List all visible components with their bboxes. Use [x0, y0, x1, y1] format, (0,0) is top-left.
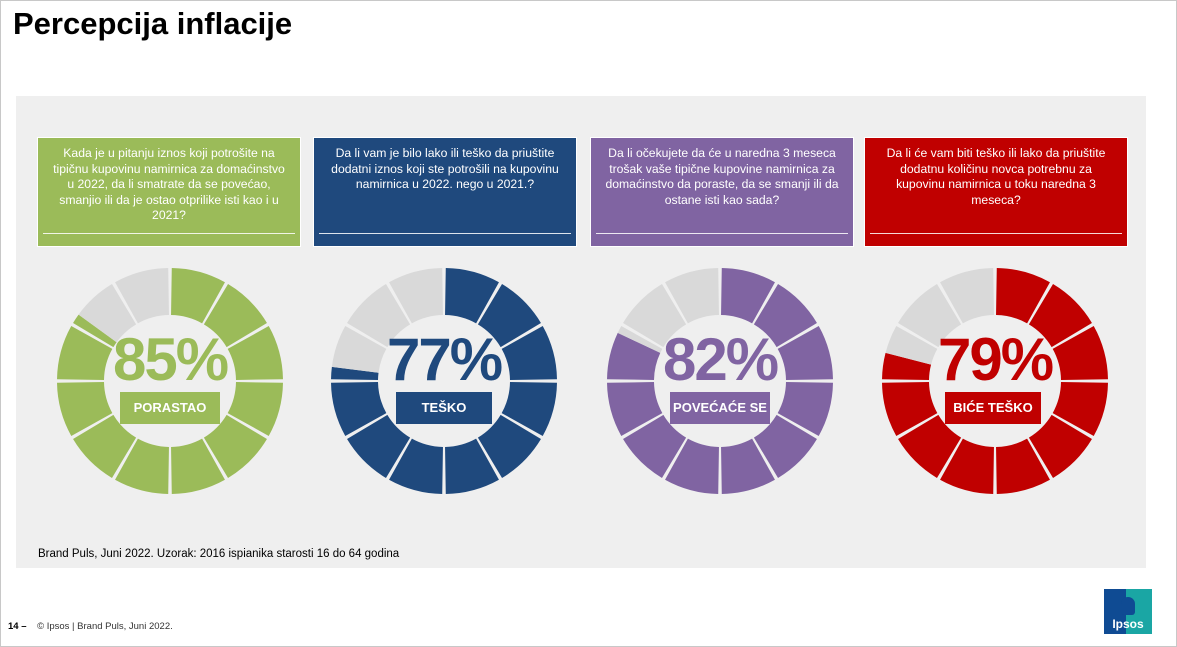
- donut-segment-value: [940, 438, 994, 494]
- question-text-1: Kada je u pitanju iznos koji potrošite n…: [53, 146, 285, 222]
- donut-segment-remainder: [347, 284, 411, 348]
- donut-segment-value: [227, 326, 283, 380]
- donut-segment-value: [777, 382, 833, 436]
- donut-chart-4: [882, 268, 1108, 494]
- divider: [870, 233, 1122, 234]
- divider: [596, 233, 848, 234]
- question-text-3: Da li očekujete da će u naredna 3 meseca…: [605, 146, 839, 207]
- page-number: 14 –: [8, 621, 27, 632]
- donut-segment-remainder: [940, 268, 994, 324]
- donut-segment-value: [203, 414, 267, 478]
- donut-segment-value: [57, 326, 113, 380]
- donut-segment-value: [171, 438, 225, 494]
- donut-segment-value: [389, 438, 443, 494]
- donut-segment-value: [331, 382, 387, 436]
- donut-segment-value: [501, 326, 557, 380]
- donut-segment-value: [1052, 382, 1108, 436]
- donut-segment-value: [171, 268, 225, 324]
- question-text-4: Da li će vam biti teško ili lako da priu…: [886, 146, 1106, 207]
- question-box-3: Da li očekujete da će u naredna 3 meseca…: [590, 137, 854, 247]
- source-note: Brand Puls, Juni 2022. Uzorak: 2016 ispi…: [38, 548, 400, 560]
- donut-chart-2: [331, 268, 557, 494]
- question-box-2: Da li vam je bilo lako ili teško da priu…: [313, 137, 577, 247]
- donut-chart-3: [607, 268, 833, 494]
- page-title: Percepcija inflacije: [13, 6, 293, 41]
- copyright-text: © Ipsos | Brand Puls, Juni 2022.: [37, 621, 173, 632]
- result-label-1: PORASTAO: [120, 392, 220, 424]
- percent-value-1: 85%: [112, 326, 229, 393]
- donut-segment-remainder: [331, 326, 387, 373]
- donut-segment-value: [347, 414, 411, 478]
- donut-segment-value: [445, 268, 499, 324]
- donut-segment-remainder: [115, 268, 169, 324]
- result-label-3: POVEĆAĆE SE: [670, 392, 770, 424]
- donut-chart-1: [57, 268, 283, 494]
- footer: 14 – © Ipsos | Brand Puls, Juni 2022.: [8, 621, 173, 632]
- donut-segment-value: [623, 414, 687, 478]
- percent-value-4: 79%: [937, 326, 1054, 393]
- donut-segment-value: [898, 414, 962, 478]
- donut-segment-value: [777, 326, 833, 380]
- donut-segment-value: [501, 382, 557, 436]
- donut-segment-value: [996, 268, 1050, 324]
- question-box-1: Kada je u pitanju iznos koji potrošite n…: [37, 137, 301, 247]
- donut-segment-remainder: [665, 268, 719, 324]
- donut-segment-value: [57, 382, 113, 436]
- donut-segment-value: [73, 414, 137, 478]
- divider: [43, 233, 295, 234]
- donut-segment-value: [477, 414, 541, 478]
- donut-segment-value: [882, 382, 938, 436]
- donut-segment-value: [753, 414, 817, 478]
- donut-segment-value: [1052, 326, 1108, 380]
- donut-segment-value: [331, 366, 379, 380]
- donut-segment-value: [665, 438, 719, 494]
- donut-segment-remainder: [617, 326, 663, 353]
- donut-segment-value: [115, 438, 169, 494]
- donut-segment-value: [1028, 414, 1092, 478]
- donut-segment-value: [445, 438, 499, 494]
- donut-segment-value: [607, 382, 663, 436]
- question-box-4: Da li će vam biti teško ili lako da priu…: [864, 137, 1128, 247]
- donut-segment-value: [882, 352, 932, 380]
- donut-segment-value: [73, 314, 117, 348]
- percent-value-3: 82%: [662, 326, 779, 393]
- result-label-2: TEŠKO: [396, 392, 492, 424]
- divider: [319, 233, 571, 234]
- donut-segment-value: [721, 438, 775, 494]
- donut-segment-value: [477, 284, 541, 348]
- donut-segment-value: [203, 284, 267, 348]
- donut-segment-value: [227, 382, 283, 436]
- donut-segment-remainder: [78, 284, 137, 343]
- donut-segment-remainder: [389, 268, 443, 324]
- result-label-4: BIĆE TEŠKO: [945, 392, 1041, 424]
- donut-segment-value: [1028, 284, 1092, 348]
- donut-segment-remainder: [623, 284, 687, 348]
- ipsos-logo: Ipsos: [1104, 589, 1152, 634]
- question-text-2: Da li vam je bilo lako ili teško da priu…: [331, 146, 559, 191]
- donut-segment-remainder: [898, 284, 962, 348]
- donut-segment-remainder: [885, 326, 938, 365]
- donut-segment-value: [721, 268, 775, 324]
- donut-segment-value: [996, 438, 1050, 494]
- donut-segment-value: [753, 284, 817, 348]
- donut-segment-value: [607, 332, 661, 380]
- logo-text: Ipsos: [1112, 617, 1144, 631]
- percent-value-2: 77%: [386, 326, 503, 393]
